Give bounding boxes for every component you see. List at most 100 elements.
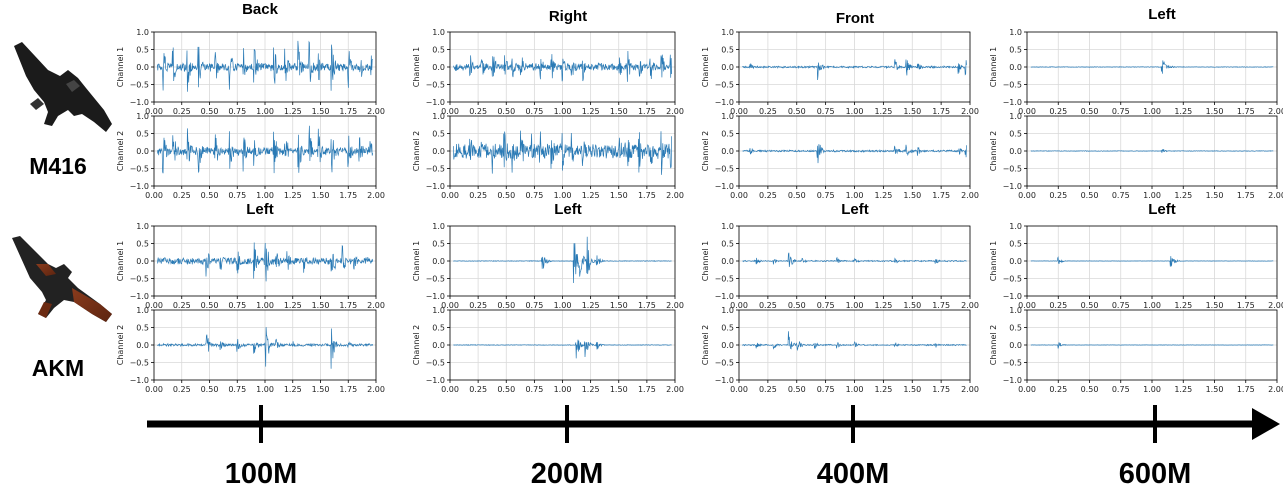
y-tick-label: −1.0 [426, 98, 445, 107]
distance-label-400m: 400M [817, 458, 890, 490]
x-tick-label: 0.75 [228, 191, 246, 200]
y-tick-label: 0.5 [721, 324, 734, 333]
y-tick-label: 0.5 [432, 240, 445, 249]
x-tick-label: 1.50 [1206, 107, 1224, 116]
x-tick-label: 0.25 [1049, 385, 1067, 394]
y-tick-label: −1.0 [130, 98, 149, 107]
y-tick-label: −0.5 [715, 275, 734, 284]
x-tick-label: 0.50 [497, 191, 515, 200]
x-tick-label: 0.50 [788, 191, 806, 200]
y-axis-label: Channel 1 [701, 241, 710, 281]
waveform-line [156, 242, 374, 282]
x-tick-label: 1.50 [903, 191, 921, 200]
channel-plot: −1.0 −0.5 0.0 0.5 1.0 0.00 0.25 0.50 0.75 1.00 1.2… [989, 28, 1283, 116]
y-tick-label: 1.0 [432, 306, 445, 315]
y-tick-label: −1.0 [1003, 98, 1022, 107]
channel-plot: −1.0 −0.5 0.0 0.5 1.0 0.00 0.25 0.50 0.75 1.00 1.2… [412, 112, 684, 200]
y-tick-label: −1.0 [130, 292, 149, 301]
y-axis-label: Channel 2 [412, 325, 421, 365]
x-tick-label: 1.50 [610, 107, 628, 116]
x-tick-label: 0.00 [1018, 301, 1036, 310]
waveform-line [453, 339, 672, 359]
x-tick-label: 0.25 [469, 107, 487, 116]
x-tick-label: 0.25 [1049, 191, 1067, 200]
x-tick-label: 0.25 [1049, 301, 1067, 310]
x-tick-label: 1.50 [312, 107, 330, 116]
x-tick-label: 0.75 [1112, 107, 1130, 116]
x-tick-label: 0.75 [228, 107, 246, 116]
waveform-panel-akm-600m: Left−1.0−0.50.00.51.00.00 0.25 0.50 0.75 1.0… [989, 201, 1283, 394]
y-tick-label: −1.0 [130, 376, 149, 385]
x-tick-label: 1.75 [638, 107, 656, 116]
x-tick-label: 1.00 [256, 385, 274, 394]
x-tick-label: 2.00 [367, 301, 385, 310]
channel-plot: −1.0 −0.5 0.0 0.5 1.0 0.00 0.25 0.50 0.75 1.00 1.2… [701, 112, 979, 200]
x-tick-label: 2.00 [1268, 107, 1283, 116]
x-tick-label: 1.50 [903, 301, 921, 310]
y-tick-label: −0.5 [130, 359, 149, 368]
akm-rifle-icon [12, 236, 112, 322]
x-tick-label: 0.00 [730, 301, 748, 310]
x-tick-label: 1.25 [582, 385, 600, 394]
waveform-line [742, 59, 967, 81]
panel-title: Left [246, 201, 274, 218]
x-tick-label: 1.00 [554, 385, 572, 394]
y-tick-label: −0.5 [426, 165, 445, 174]
channel-plot: −1.0 −0.5 0.0 0.5 1.0 0.00 0.25 0.50 0.75 1.00 1.2… [116, 306, 385, 394]
x-tick-label: 1.00 [846, 191, 864, 200]
y-tick-label: −1.0 [130, 182, 149, 191]
x-tick-label: 1.00 [256, 301, 274, 310]
x-tick-label: 1.00 [554, 107, 572, 116]
y-tick-label: −0.5 [1003, 165, 1022, 174]
x-tick-label: 1.00 [256, 191, 274, 200]
y-tick-label: 1.0 [136, 306, 149, 315]
x-tick-label: 1.50 [903, 107, 921, 116]
y-tick-label: −0.5 [715, 81, 734, 90]
x-tick-label: 0.50 [788, 301, 806, 310]
channel-plot: −1.0 −0.5 0.0 0.5 1.0 0.00 0.25 0.50 0.75 1.00 1.2… [701, 28, 979, 116]
x-tick-label: 0.75 [228, 301, 246, 310]
y-tick-label: 0.0 [136, 63, 149, 72]
y-tick-label: −1.0 [1003, 182, 1022, 191]
x-tick-label: 0.00 [441, 107, 459, 116]
waveform-panel-akm-100m: Left−1.0−0.50.00.51.00.00 0.25 0.50 0.75 1.0… [116, 201, 385, 394]
x-tick-label: 1.50 [312, 385, 330, 394]
x-tick-label: 0.75 [525, 191, 543, 200]
x-tick-label: 0.00 [441, 385, 459, 394]
x-tick-label: 0.50 [201, 385, 219, 394]
waveform-line [742, 252, 967, 267]
x-tick-label: 0.50 [788, 107, 806, 116]
x-tick-label: 0.75 [525, 107, 543, 116]
y-tick-label: 1.0 [432, 112, 445, 121]
y-axis-label: Channel 2 [989, 131, 998, 171]
x-tick-label: 0.25 [469, 385, 487, 394]
waveform-line [453, 130, 672, 175]
panel-title: Left [841, 201, 869, 218]
x-tick-label: 0.00 [730, 107, 748, 116]
channel-plot: −1.0 −0.5 0.0 0.5 1.0 0.00 0.25 0.50 0.75 1.00 1.2… [412, 306, 684, 394]
x-tick-label: 1.25 [1174, 191, 1192, 200]
x-tick-label: 0.75 [817, 107, 835, 116]
y-tick-label: −1.0 [426, 292, 445, 301]
x-tick-label: 2.00 [666, 191, 684, 200]
x-tick-label: 0.00 [1018, 191, 1036, 200]
distance-label-200m: 200M [531, 458, 604, 490]
x-tick-label: 0.50 [201, 107, 219, 116]
waveform-panel-akm-400m: Left−1.0−0.50.00.51.00.00 0.25 0.50 0.75 1.0… [701, 201, 979, 394]
x-tick-label: 0.00 [145, 385, 163, 394]
y-tick-label: 1.0 [432, 222, 445, 231]
x-tick-label: 0.50 [1081, 107, 1099, 116]
x-tick-label: 1.25 [874, 385, 892, 394]
x-tick-label: 2.00 [666, 107, 684, 116]
channel-plot: −1.0 −0.5 0.0 0.5 1.0 0.00 0.25 0.50 0.75 1.00 1.2… [989, 112, 1283, 200]
x-tick-label: 1.00 [256, 107, 274, 116]
x-tick-label: 2.00 [666, 301, 684, 310]
y-tick-label: 0.0 [432, 257, 445, 266]
y-axis-label: Channel 1 [412, 47, 421, 87]
x-tick-label: 2.00 [961, 301, 979, 310]
distance-label-600m: 600M [1119, 458, 1192, 490]
x-tick-label: 1.75 [638, 385, 656, 394]
x-tick-label: 1.00 [846, 301, 864, 310]
x-tick-label: 0.00 [145, 107, 163, 116]
